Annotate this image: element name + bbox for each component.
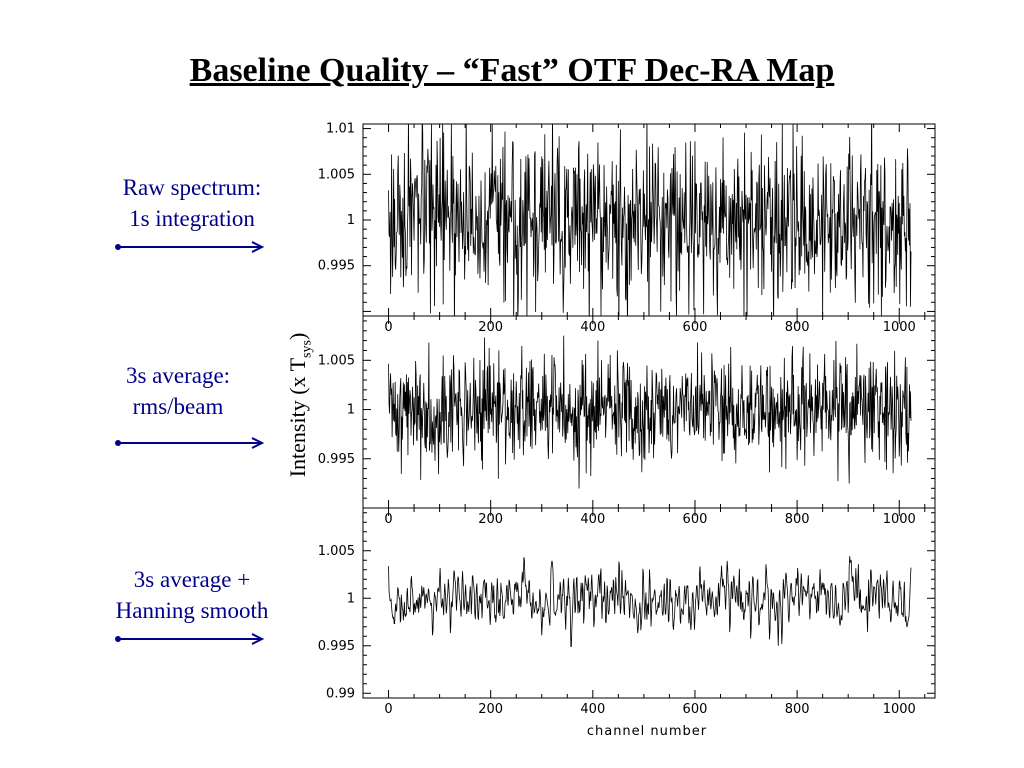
x-tick-label: 200 — [478, 702, 503, 717]
slide-title: Baseline Quality – “Fast” OTF Dec-RA Map — [189, 52, 835, 89]
arrow-3s-average — [115, 437, 265, 449]
annotation-line: Hanning smooth — [115, 598, 269, 623]
y-tick-label: 1.005 — [318, 167, 355, 182]
annotation-3s-average: 3s average: rms/beam — [68, 360, 288, 422]
spectrum-panel: 0 200 400 600 800 1000 1.01 1.005 1 0.995 — [318, 122, 936, 335]
x-tick-label: 1000 — [883, 320, 916, 335]
y-tick-label: 1.005 — [318, 353, 355, 368]
x-tick-label: 400 — [580, 512, 605, 527]
y-tick-label: 0.995 — [318, 259, 355, 274]
annotation-line: rms/beam — [132, 394, 224, 419]
spectrum-trace — [388, 335, 912, 489]
y-tick-label: 1.01 — [326, 122, 355, 137]
x-tick-label: 0 — [384, 702, 392, 717]
x-tick-label: 200 — [478, 320, 503, 335]
y-tick-label: 1.005 — [318, 544, 355, 559]
annotation-line: 3s average: — [125, 363, 231, 388]
arrow-raw-spectrum — [115, 241, 265, 253]
x-tick-label: 1000 — [883, 512, 916, 527]
x-tick-label: 1000 — [883, 702, 916, 717]
y-tick-label: 1 — [347, 591, 355, 606]
annotation-line: 1s integration — [129, 206, 255, 231]
x-tick-label: 600 — [683, 512, 708, 527]
x-tick-label: 200 — [478, 512, 503, 527]
spectrum-panel: 0 200 400 600 800 1000 1.005 1 0.995 — [318, 315, 936, 527]
x-tick-label: 600 — [683, 320, 708, 335]
y-tick-label: 0.99 — [326, 686, 355, 701]
y-tick-label: 0.995 — [318, 639, 355, 654]
y-tick-label: 1 — [347, 213, 355, 228]
x-tick-label: 800 — [785, 320, 810, 335]
annotation-line: Raw spectrum: — [122, 175, 262, 200]
spectrum-trace — [388, 556, 912, 648]
plot-frame — [362, 507, 936, 699]
spectrum-panel: 0 200 400 600 800 1000 1.005 1 0.995 0.99 — [318, 507, 936, 717]
y-tick-label: 1 — [347, 403, 355, 418]
y-tick-label: 0.995 — [318, 452, 355, 467]
x-tick-label: 800 — [785, 702, 810, 717]
x-tick-label: 0 — [384, 320, 392, 335]
x-tick-label: 400 — [580, 320, 605, 335]
spectrum-trace — [388, 124, 912, 316]
x-tick-label: 600 — [683, 702, 708, 717]
x-tick-label: 400 — [580, 702, 605, 717]
annotation-raw-spectrum: Raw spectrum: 1s integration — [82, 172, 302, 234]
annotation-line: 3s average + — [133, 567, 251, 592]
annotation-hanning: 3s average + Hanning smooth — [82, 564, 302, 626]
x-axis-label: channel number — [587, 724, 707, 739]
x-tick-label: 800 — [785, 512, 810, 527]
arrow-hanning — [115, 633, 265, 645]
x-tick-label: 0 — [384, 512, 392, 527]
